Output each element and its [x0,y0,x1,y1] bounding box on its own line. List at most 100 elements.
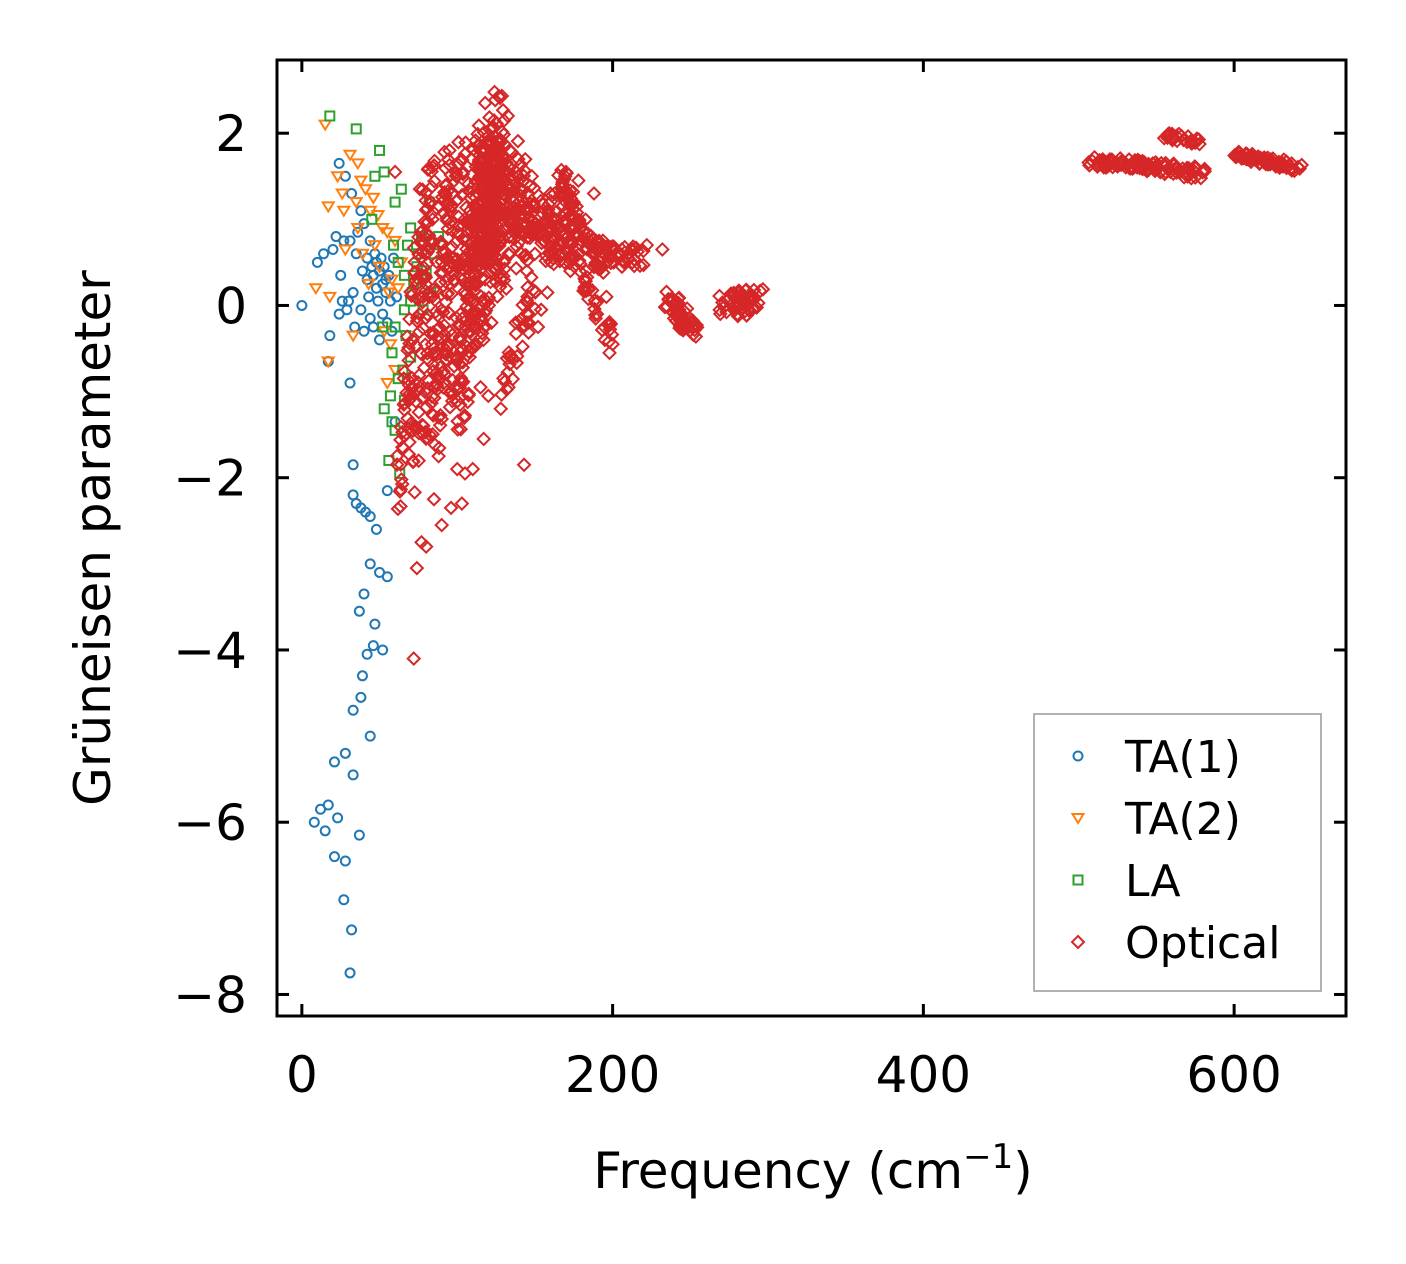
optical-point [426,282,442,297]
optical-point [483,230,498,246]
ta-1-point [339,747,351,759]
optical-point [524,220,540,236]
optical-point [434,517,450,533]
optical-point [1161,126,1177,141]
optical-point [584,282,600,298]
optical-point [428,283,444,298]
ta-2-point [355,248,370,261]
optical-point [459,339,475,355]
optical-point [403,284,419,300]
optical-point [473,379,488,395]
ta-1-point [374,334,386,346]
ta-1-point [347,287,359,299]
ta-1-point [342,295,354,307]
optical-point [497,164,513,180]
optical-point [480,388,496,404]
ta-2-point [380,227,395,240]
optical-point [553,188,569,203]
optical-point [484,121,500,137]
legend-marker-optical [1070,934,1086,950]
ta-2-point [383,339,398,352]
optical-point [430,329,446,344]
optical-point [505,371,521,387]
y-tick-label: −8 [173,966,247,1024]
ta-1-point [364,730,376,742]
optical-point [401,392,417,408]
ta-1-point [346,924,358,936]
optical-point [493,271,509,287]
optical-point [425,408,441,423]
optical-point [465,257,481,273]
optical-point [473,161,489,177]
optical-point [426,390,442,406]
optical-point [1181,167,1197,183]
optical-point [626,258,642,274]
ta-2-point [330,171,345,184]
optical-point [636,257,651,273]
optical-point [1271,154,1287,170]
optical-point [463,289,479,305]
legend-label-optical: Optical [1125,918,1280,969]
optical-point [559,165,575,181]
optical-point [514,181,530,197]
plot-frame [275,58,1348,1018]
optical-point [1184,132,1199,148]
optical-point [522,225,538,241]
la-point [388,239,400,251]
ta-2-point [320,201,336,214]
ta-1-point [381,485,393,497]
optical-point [466,304,481,320]
la-point [398,304,410,316]
la-point [369,170,381,182]
optical-point [394,476,410,492]
optical-point [495,370,511,386]
x-tick-label: 600 [1186,1046,1281,1104]
optical-point [498,281,514,296]
optical-point [535,196,551,212]
optical-point [452,397,468,413]
optical-point [541,196,557,212]
ta-2-point [381,287,397,300]
la-point [398,269,410,281]
ta-1-point [339,855,351,867]
optical-point [426,491,442,507]
optical-point [521,200,537,215]
optical-point [578,273,594,289]
optical-point [501,247,517,263]
ta-1-point [358,325,370,337]
optical-point [452,374,468,389]
optical-point [455,166,471,182]
ta-1-point [353,829,365,841]
optical-point [418,226,433,241]
y-tick-label: 2 [215,105,247,163]
optical-point [430,308,446,323]
optical-point [425,346,440,362]
optical-point [389,448,405,464]
ta-1-point [352,226,364,238]
optical-point [445,223,461,239]
optical-point [569,205,585,221]
ta-1-point [369,618,381,630]
optical-point [443,383,459,399]
ta-1-point [324,330,336,342]
ta-1-point [341,304,353,316]
optical-point [522,178,538,194]
legend-label-la: LA [1125,856,1181,907]
optical-point [465,461,481,477]
optical-point [399,329,415,345]
la-point [386,347,398,359]
optical-point [677,317,693,333]
x-tick-label: 400 [876,1046,971,1104]
optical-point [444,327,460,343]
optical-point [578,234,594,249]
la-point [395,183,407,195]
la-point [383,454,395,466]
optical-point [712,306,728,322]
ta-1-point [361,648,373,660]
optical-point [425,288,441,304]
ta-1-point [296,299,308,311]
optical-point [397,364,413,380]
optical-point [450,224,465,240]
optical-point [444,286,460,302]
